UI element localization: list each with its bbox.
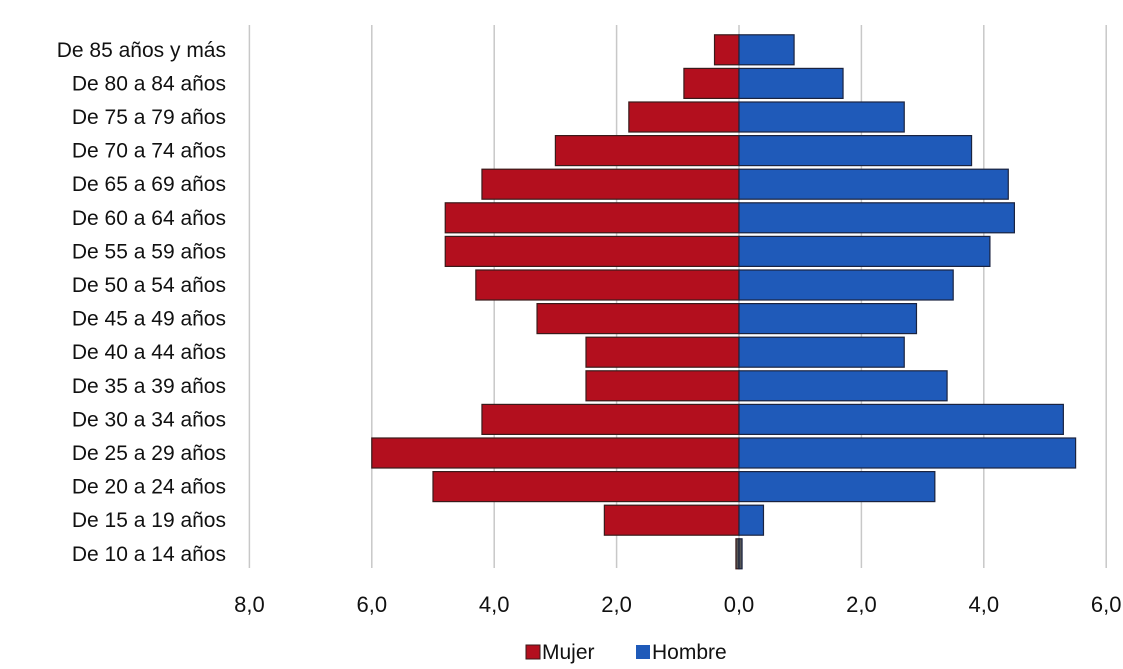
bar-mujer bbox=[683, 67, 740, 100]
x-tick-label: 6,0 bbox=[1091, 592, 1122, 617]
legend-swatch-hombre bbox=[636, 645, 650, 659]
bar-mujer bbox=[432, 471, 740, 503]
y-category-label: De 55 a 59 años bbox=[72, 240, 226, 263]
y-category-label: De 60 a 64 años bbox=[72, 207, 226, 230]
x-axis-labels: 8,0 6,0 4,0 2,0 0,0 2,0 4,0 6,0 bbox=[234, 592, 1121, 617]
bar-hombre bbox=[738, 437, 1077, 469]
y-category-label: De 70 a 74 años bbox=[72, 140, 226, 163]
bar-hombre bbox=[738, 303, 918, 335]
bar-mujer bbox=[585, 370, 740, 402]
bar-hombre bbox=[738, 538, 743, 570]
bar-hombre bbox=[738, 370, 948, 402]
y-category-label: De 30 a 34 años bbox=[72, 408, 226, 431]
bar-mujer bbox=[475, 269, 740, 301]
x-tick-label: 4,0 bbox=[479, 592, 510, 617]
bar-mujer bbox=[444, 235, 740, 267]
bar-mujer bbox=[536, 303, 740, 335]
y-category-label: De 50 a 54 años bbox=[72, 274, 226, 297]
series-mujer bbox=[371, 34, 740, 570]
bar-hombre bbox=[738, 101, 905, 133]
bar-mujer bbox=[481, 403, 740, 435]
legend-label-hombre: Hombre bbox=[652, 641, 727, 664]
x-tick-label: 8,0 bbox=[234, 592, 265, 617]
legend: Mujer Hombre bbox=[525, 641, 727, 664]
bar-mujer bbox=[444, 202, 740, 234]
legend-swatch-mujer bbox=[525, 644, 541, 660]
bar-mujer bbox=[585, 336, 740, 368]
y-category-label: De 45 a 49 años bbox=[72, 308, 226, 331]
y-category-label: De 85 años y más bbox=[57, 39, 226, 62]
bar-hombre bbox=[738, 34, 795, 66]
bar-hombre bbox=[738, 269, 954, 301]
bar-mujer bbox=[713, 34, 740, 66]
bar-mujer bbox=[371, 437, 740, 469]
bar-hombre bbox=[738, 135, 973, 167]
y-category-label: De 20 a 24 años bbox=[72, 476, 226, 499]
x-tick-label: 0,0 bbox=[724, 592, 755, 617]
y-category-label: De 10 a 14 años bbox=[72, 543, 226, 566]
y-category-label: De 80 a 84 años bbox=[72, 72, 226, 95]
y-category-label: De 75 a 79 años bbox=[72, 106, 226, 129]
y-category-label: De 25 a 29 años bbox=[72, 442, 226, 465]
y-category-label: De 35 a 39 años bbox=[72, 375, 226, 398]
bar-mujer bbox=[481, 168, 740, 200]
bar-hombre bbox=[738, 202, 1015, 234]
y-category-label: De 40 a 44 años bbox=[72, 341, 226, 364]
bar-mujer bbox=[628, 101, 740, 133]
bar-hombre bbox=[738, 168, 1009, 200]
bar-hombre bbox=[738, 504, 765, 536]
bar-hombre bbox=[738, 336, 905, 368]
series-hombre bbox=[738, 34, 1077, 570]
y-category-label: De 65 a 69 años bbox=[72, 173, 226, 196]
x-tick-label: 2,0 bbox=[846, 592, 877, 617]
bar-mujer bbox=[554, 135, 740, 167]
bar-hombre bbox=[738, 471, 936, 503]
bar-hombre bbox=[738, 235, 991, 267]
x-tick-label: 4,0 bbox=[969, 592, 1000, 617]
bar-hombre bbox=[738, 403, 1064, 435]
y-category-label: De 15 a 19 años bbox=[72, 509, 226, 532]
legend-label-mujer: Mujer bbox=[542, 641, 595, 664]
x-tick-label: 2,0 bbox=[601, 592, 632, 617]
y-axis-labels: De 85 años y más De 80 a 84 años De 75 a 7… bbox=[57, 39, 226, 566]
x-tick-label: 6,0 bbox=[357, 592, 388, 617]
bar-hombre bbox=[738, 67, 844, 100]
bar-mujer bbox=[603, 504, 740, 536]
